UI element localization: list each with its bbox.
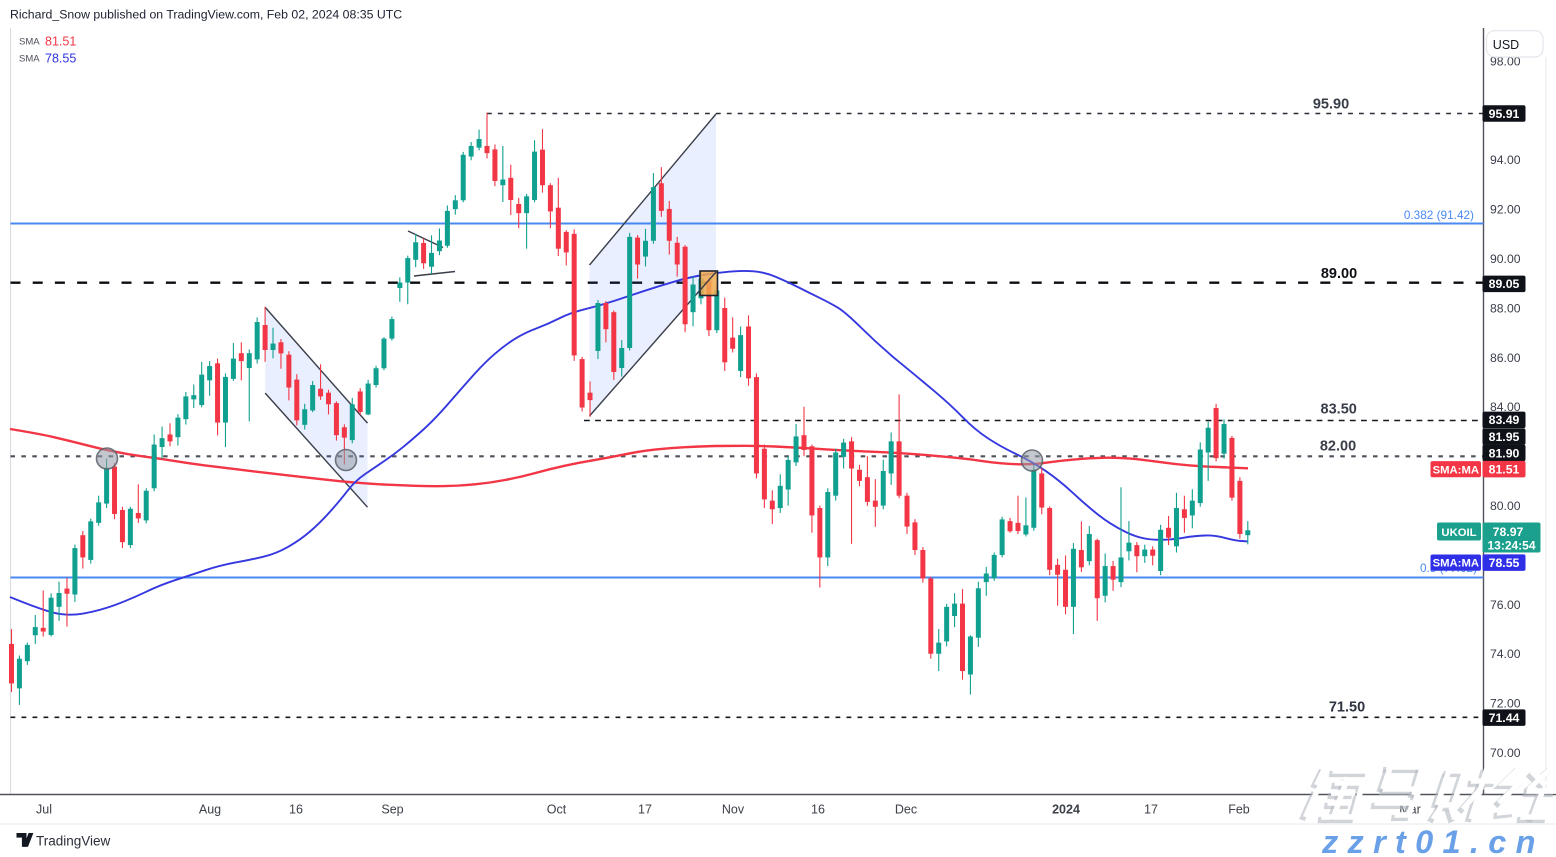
svg-text:72.00: 72.00 xyxy=(1490,697,1521,711)
svg-text:81.51: 81.51 xyxy=(45,35,76,49)
svg-text:Dec: Dec xyxy=(895,803,917,817)
svg-text:82.00: 82.00 xyxy=(1320,439,1356,455)
svg-text:84.00: 84.00 xyxy=(1490,400,1521,414)
svg-text:94.00: 94.00 xyxy=(1490,153,1521,167)
svg-text:71.44: 71.44 xyxy=(1489,711,1520,725)
svg-text:SMA: SMA xyxy=(19,54,40,65)
svg-text:0.382 (91.42): 0.382 (91.42) xyxy=(1404,208,1474,222)
svg-text:UKOIL: UKOIL xyxy=(1441,527,1476,539)
svg-text:98.00: 98.00 xyxy=(1490,54,1521,68)
svg-text:90.00: 90.00 xyxy=(1490,252,1521,266)
svg-text:83.49: 83.49 xyxy=(1489,413,1520,427)
svg-text:SMA:MA: SMA:MA xyxy=(1433,464,1479,476)
svg-text:SMA:MA: SMA:MA xyxy=(1433,558,1479,570)
svg-text:81.51: 81.51 xyxy=(1489,463,1520,477)
svg-text:16: 16 xyxy=(289,803,303,817)
svg-text:74.00: 74.00 xyxy=(1490,647,1521,661)
svg-text:76.00: 76.00 xyxy=(1490,598,1521,612)
svg-text:17: 17 xyxy=(1144,803,1158,817)
svg-text:89.05: 89.05 xyxy=(1489,277,1520,291)
svg-text:17: 17 xyxy=(638,803,652,817)
svg-text:88.00: 88.00 xyxy=(1490,301,1521,315)
svg-text:13:24:54: 13:24:54 xyxy=(1487,539,1535,553)
svg-text:TradingView: TradingView xyxy=(36,834,111,849)
svg-text:71.50: 71.50 xyxy=(1329,700,1365,716)
svg-text:Oct: Oct xyxy=(547,803,567,817)
svg-text:Feb: Feb xyxy=(1228,803,1250,817)
svg-text:78.97: 78.97 xyxy=(1493,525,1524,539)
svg-text:78.55: 78.55 xyxy=(45,52,76,66)
svg-text:70.00: 70.00 xyxy=(1490,746,1521,760)
svg-text:81.90: 81.90 xyxy=(1489,446,1520,460)
svg-text:16: 16 xyxy=(811,803,825,817)
svg-text:Sep: Sep xyxy=(381,803,403,817)
svg-text:78.55: 78.55 xyxy=(1489,556,1520,570)
svg-text:92.00: 92.00 xyxy=(1490,203,1521,217)
svg-text:zzrt01.cn: zzrt01.cn xyxy=(1321,824,1545,857)
svg-text:SMA: SMA xyxy=(19,37,40,48)
svg-text:Jul: Jul xyxy=(36,803,52,817)
svg-text:95.90: 95.90 xyxy=(1313,96,1349,112)
svg-text:95.91: 95.91 xyxy=(1489,107,1520,121)
svg-text:80.00: 80.00 xyxy=(1490,499,1521,513)
svg-text:86.00: 86.00 xyxy=(1490,351,1521,365)
svg-text:Nov: Nov xyxy=(722,803,745,817)
svg-text:Aug: Aug xyxy=(199,803,221,817)
svg-text:2024: 2024 xyxy=(1052,803,1080,817)
svg-text:83.50: 83.50 xyxy=(1321,402,1357,418)
svg-text:81.95: 81.95 xyxy=(1489,430,1520,444)
svg-text:Richard_Snow published on Trad: Richard_Snow published on TradingView.co… xyxy=(10,8,402,22)
svg-text:89.00: 89.00 xyxy=(1321,266,1357,282)
svg-text:USD: USD xyxy=(1493,38,1519,52)
